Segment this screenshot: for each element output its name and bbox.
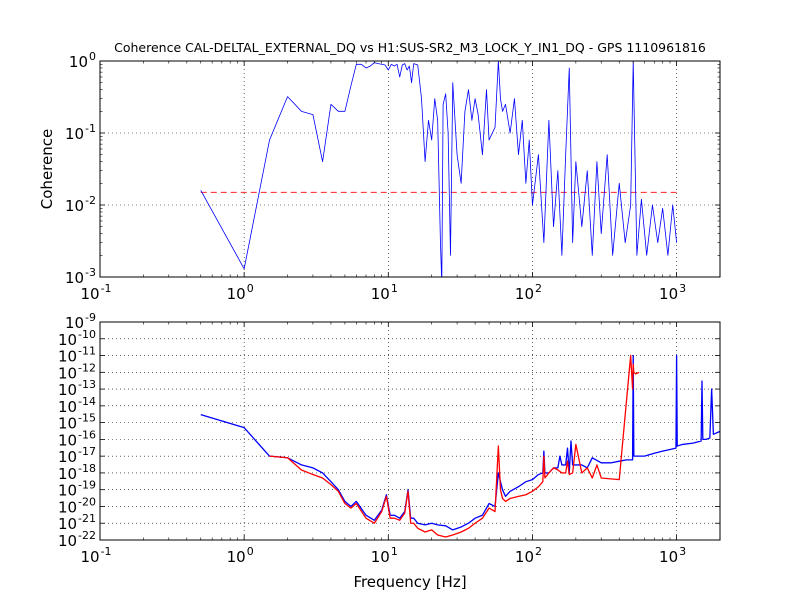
spectrum-y-tick-label: 10-20 xyxy=(58,495,96,516)
spectrum-series-line-1 xyxy=(269,354,640,538)
coherence-plot-clip xyxy=(100,61,720,277)
coherence-axes-frame xyxy=(99,60,721,278)
chart-title: Coherence CAL-DELTAL_EXTERNAL_DQ vs H1:S… xyxy=(114,40,706,55)
x-axis-label: Frequency [Hz] xyxy=(353,573,466,591)
coherence-series-line-0 xyxy=(200,61,678,277)
y-axis-label: Coherence xyxy=(38,129,56,209)
spectrum-axes-frame xyxy=(99,321,721,541)
spectrum-plot-clip xyxy=(100,322,720,540)
